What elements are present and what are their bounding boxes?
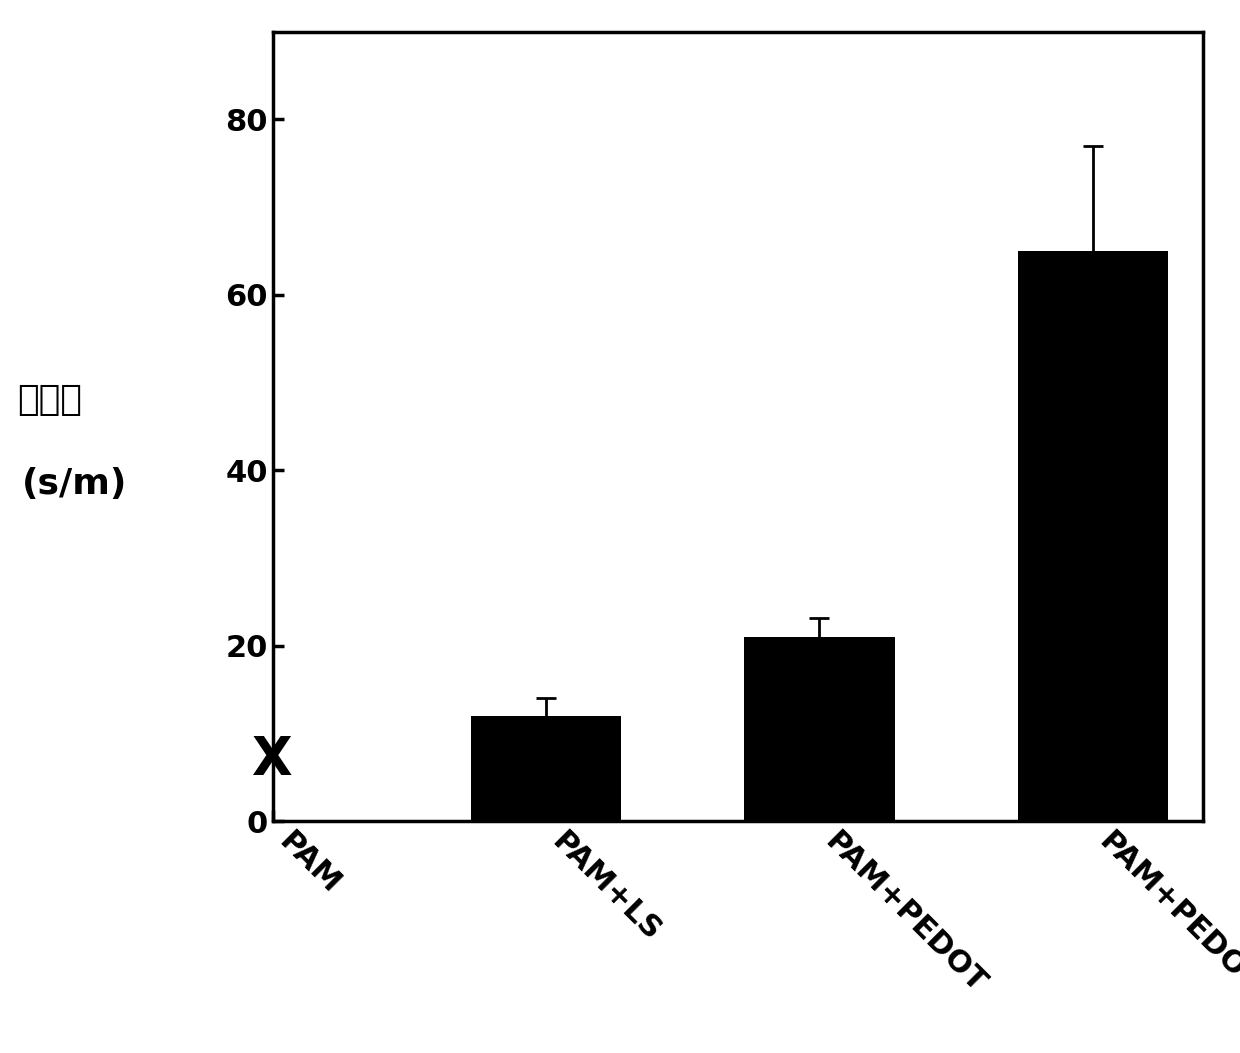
- Text: 电导率: 电导率: [17, 383, 82, 417]
- Text: (s/m): (s/m): [22, 468, 126, 501]
- Bar: [1018, 251, 1168, 821]
- Text: X: X: [253, 734, 293, 786]
- Bar: [744, 637, 894, 821]
- Bar: [471, 716, 621, 821]
